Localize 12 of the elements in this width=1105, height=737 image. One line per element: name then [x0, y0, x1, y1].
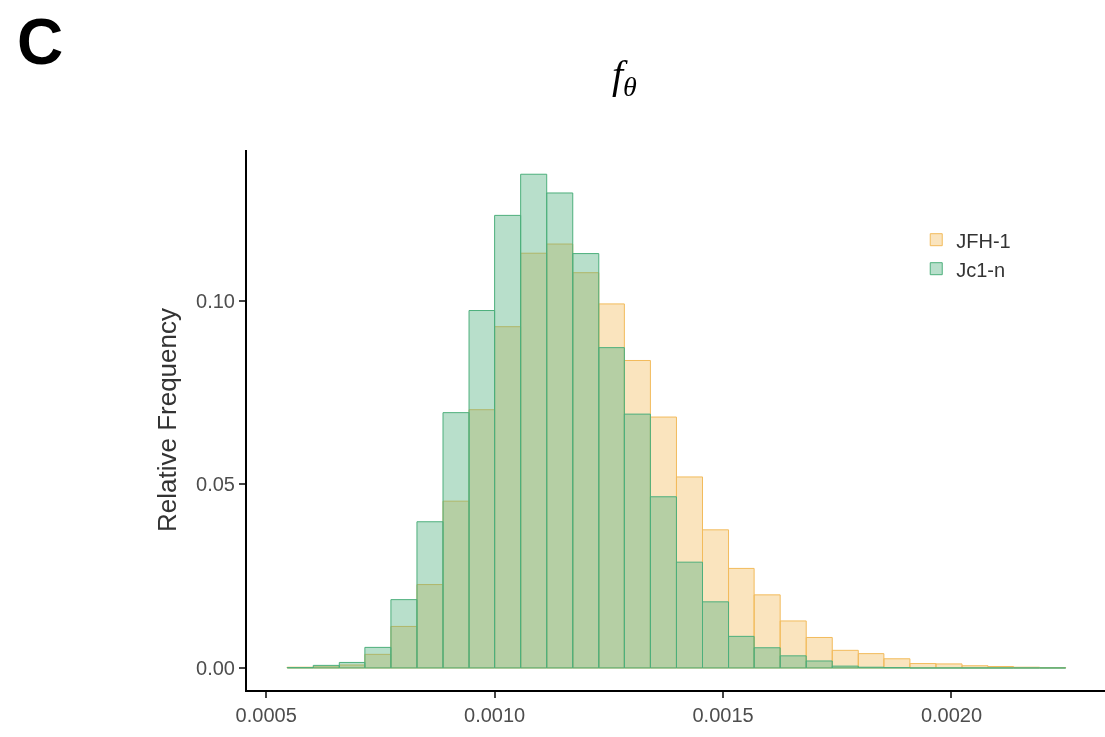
legend-label: JFH-1 — [956, 229, 1011, 252]
y-axis-title: Relative Frequency — [151, 308, 182, 532]
x-tick-label: 0.0015 — [692, 704, 754, 726]
x-tick-label: 0.0020 — [920, 704, 983, 726]
x-tick-label: 0.0005 — [235, 704, 297, 726]
chart-title: f$_{θ}$ — [611, 51, 637, 103]
y-tick-label: 0.05 — [196, 473, 235, 496]
text: C — [17, 6, 64, 78]
legend-label: Jc1-n — [956, 258, 1006, 281]
x-tick-label: 0.0010 — [464, 704, 526, 726]
y-tick-label: 0.00 — [196, 656, 235, 679]
y-tick-label: 0.10 — [196, 289, 235, 312]
